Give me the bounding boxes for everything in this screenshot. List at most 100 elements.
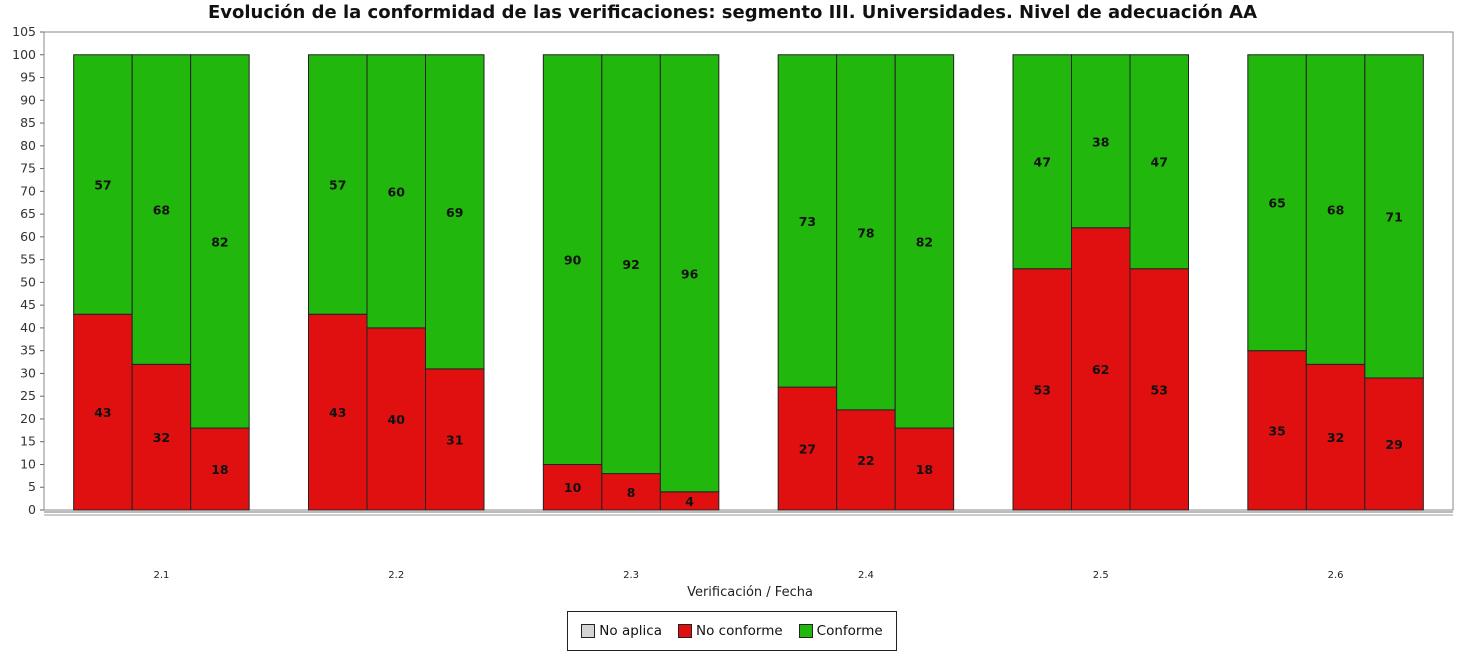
y-tick-label: 15 <box>20 434 36 449</box>
bar-value-label: 90 <box>564 253 582 268</box>
bar-value-label: 4 <box>685 494 694 509</box>
bar-value-label: 18 <box>916 462 933 477</box>
y-tick-label: 0 <box>28 502 36 517</box>
bar-value-label: 82 <box>916 234 933 249</box>
y-tick-label: 60 <box>20 229 36 244</box>
bar-segment-no-conforme <box>425 368 485 511</box>
bar-segment-conforme <box>1129 54 1189 270</box>
bar-segment-conforme <box>777 54 838 388</box>
legend-swatch-conforme <box>798 624 813 638</box>
y-tick-label: 90 <box>20 92 36 107</box>
bar-value-label: 57 <box>94 178 111 193</box>
y-tick-label: 25 <box>20 388 36 403</box>
bar-segment-conforme <box>836 54 896 411</box>
y-tick-label: 50 <box>20 274 36 289</box>
bar-value-label: 40 <box>388 412 406 427</box>
legend: No aplica No conforme Conforme <box>567 611 897 651</box>
bar-value-label: 43 <box>329 405 346 420</box>
bar-segment-no-conforme <box>1305 363 1366 511</box>
bar-segment-conforme <box>1012 54 1072 270</box>
bar-value-label: 32 <box>153 430 170 445</box>
bar-segment-conforme <box>1247 54 1307 352</box>
bar-value-label: 82 <box>211 234 228 249</box>
bar-segment-conforme <box>190 54 250 429</box>
legend-label-conforme: Conforme <box>816 623 883 639</box>
x-axis-title: Verificación / Fecha <box>687 585 813 600</box>
bar-segment-no-conforme <box>836 409 896 511</box>
bar-segment-conforme <box>894 54 955 429</box>
y-tick-label: 20 <box>20 411 36 426</box>
bar-value-label: 8 <box>627 485 636 500</box>
chart-title: Evolución de la conformidad de las verif… <box>207 2 1258 23</box>
y-tick-label: 10 <box>20 456 36 471</box>
legend-swatch-no-aplica <box>581 624 596 638</box>
bar-value-label: 69 <box>446 205 463 220</box>
y-tick-label: 55 <box>20 252 36 267</box>
bar-segment-no-conforme <box>777 386 838 511</box>
bar-value-label: 53 <box>1034 382 1051 397</box>
y-tick-label: 5 <box>28 479 36 494</box>
bar-value-label: 62 <box>1092 362 1109 377</box>
bar-value-label: 57 <box>329 178 346 193</box>
bar-value-label: 18 <box>211 462 228 477</box>
bar-segment-no-conforme <box>1012 268 1072 511</box>
bar-value-label: 35 <box>1268 423 1285 438</box>
bar-value-label: 47 <box>1151 155 1168 170</box>
legend-label-no-aplica: No aplica <box>599 623 662 639</box>
bar-value-label: 71 <box>1385 209 1402 224</box>
y-tick-label: 85 <box>20 115 36 130</box>
bar-segment-no-conforme <box>1129 268 1189 511</box>
bar-segment-no-conforme <box>366 327 426 511</box>
y-tick-label: 35 <box>20 343 36 358</box>
x-category-label: 2.5 <box>1093 570 1109 581</box>
legend-item-no-conforme: No conforme <box>678 623 783 639</box>
bar-value-label: 60 <box>388 184 406 199</box>
x-category-label: 2.4 <box>858 570 874 581</box>
x-category-label: 2.3 <box>623 570 639 581</box>
bar-value-label: 27 <box>799 442 816 457</box>
x-category-label: 2.6 <box>1328 570 1344 581</box>
bar-segment-no-conforme <box>601 473 661 511</box>
bar-value-label: 47 <box>1034 155 1051 170</box>
y-tick-label: 65 <box>20 206 36 221</box>
y-tick-label: 100 <box>12 47 36 62</box>
bar-segment-no-conforme <box>542 463 603 511</box>
bar-value-label: 10 <box>564 480 582 495</box>
bar-value-label: 96 <box>681 266 699 281</box>
legend-item-conforme: Conforme <box>798 623 883 639</box>
y-tick-label: 105 <box>12 24 36 39</box>
bar-value-label: 29 <box>1385 437 1402 452</box>
bar-segment-conforme <box>131 54 192 365</box>
y-tick-label: 75 <box>20 161 36 176</box>
y-tick-label: 30 <box>20 365 36 380</box>
bar-value-label: 31 <box>446 432 463 447</box>
bar-segment-conforme <box>425 54 485 370</box>
bar-segment-conforme <box>659 54 720 493</box>
bar-value-label: 68 <box>153 203 170 218</box>
bar-value-label: 53 <box>1151 382 1168 397</box>
bar-value-label: 78 <box>857 225 874 240</box>
bar-segment-conforme <box>1364 54 1424 379</box>
x-category-label: 2.2 <box>388 570 404 581</box>
bar-value-label: 68 <box>1327 203 1344 218</box>
bar-segment-conforme <box>601 54 661 475</box>
bar-segment-no-conforme <box>1247 350 1307 511</box>
bar-segment-conforme <box>1071 54 1131 229</box>
bar-segment-no-conforme <box>73 313 133 511</box>
plot-area <box>43 31 1454 511</box>
y-tick-label: 45 <box>20 297 36 312</box>
x-category-label: 2.1 <box>153 570 169 581</box>
legend-label-no-conforme: No conforme <box>696 623 783 639</box>
bar-value-label: 22 <box>857 453 874 468</box>
legend-swatch-no-conforme <box>678 624 692 638</box>
bar-segment-conforme <box>308 54 368 315</box>
bar-value-label: 38 <box>1092 134 1109 149</box>
y-tick-label: 40 <box>20 320 36 335</box>
bar-value-label: 73 <box>799 214 816 229</box>
bar-value-label: 43 <box>94 405 111 420</box>
y-tick-label: 80 <box>20 138 36 153</box>
bar-segment-no-conforme <box>308 313 368 511</box>
y-tick-label: 70 <box>20 183 36 198</box>
bar-segment-conforme <box>542 54 603 465</box>
